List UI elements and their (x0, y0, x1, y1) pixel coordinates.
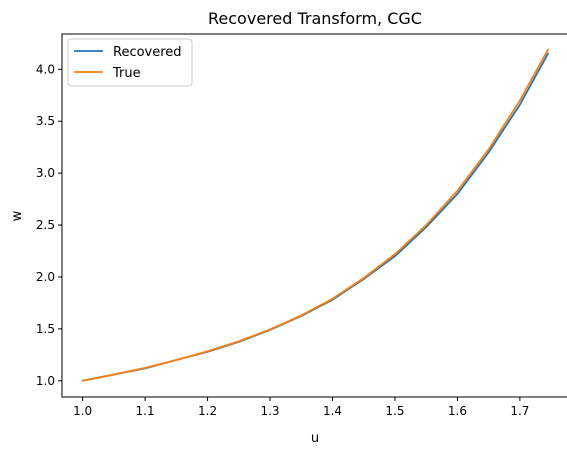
x-tick-label: 1.2 (198, 404, 217, 418)
y-tick-label: 3.0 (36, 166, 55, 180)
x-axis: 1.0 1.1 1.2 1.3 1.4 1.5 1.6 1.7 (73, 397, 529, 418)
y-tick-label: 2.5 (36, 218, 55, 232)
x-tick-label: 1.5 (385, 404, 404, 418)
x-tick-label: 1.7 (510, 404, 529, 418)
y-axis-label: w (10, 210, 25, 221)
chart-title: Recovered Transform, CGC (208, 9, 422, 28)
x-tick-label: 1.4 (323, 404, 342, 418)
x-tick-label: 1.0 (73, 404, 92, 418)
y-tick-label: 1.5 (36, 322, 55, 336)
x-tick-label: 1.3 (260, 404, 279, 418)
plot-area (62, 34, 567, 397)
y-tick-label: 2.0 (36, 270, 55, 284)
legend-label-true: True (112, 66, 141, 81)
series-layer (81, 48, 549, 382)
legend: Recovered True (67, 38, 193, 87)
plot-frame (61, 33, 567, 398)
y-tick-label: 1.0 (36, 374, 55, 388)
x-tick-label: 1.6 (448, 404, 467, 418)
series-line-true (81, 48, 549, 382)
x-axis-label: u (311, 431, 319, 446)
y-tick-label: 3.5 (36, 114, 55, 128)
x-tick-label: 1.1 (136, 404, 155, 418)
y-tick-label: 4.0 (36, 62, 55, 76)
y-axis: 1.0 1.5 2.0 2.5 3.0 3.5 4.0 (36, 62, 62, 388)
legend-label-recovered: Recovered (113, 45, 182, 60)
